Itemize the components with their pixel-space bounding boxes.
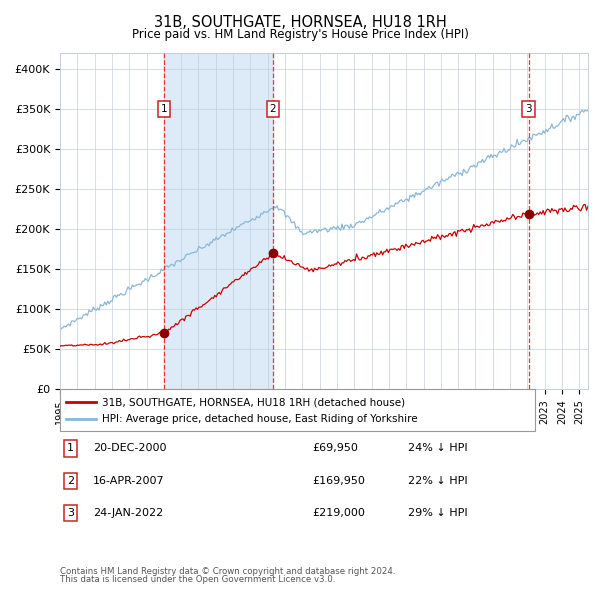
Text: 3: 3	[67, 509, 74, 519]
Text: This data is licensed under the Open Government Licence v3.0.: This data is licensed under the Open Gov…	[60, 575, 335, 584]
Bar	[164, 53, 273, 389]
Text: 1: 1	[67, 444, 74, 454]
Text: £69,950: £69,950	[312, 444, 358, 454]
Text: 2: 2	[67, 476, 74, 486]
Text: Price paid vs. HM Land Registry's House Price Index (HPI): Price paid vs. HM Land Registry's House …	[131, 28, 469, 41]
Text: £169,950: £169,950	[312, 476, 365, 486]
Text: 16-APR-2007: 16-APR-2007	[93, 476, 164, 486]
Text: 31B, SOUTHGATE, HORNSEA, HU18 1RH (detached house): 31B, SOUTHGATE, HORNSEA, HU18 1RH (detac…	[102, 398, 405, 408]
Text: 22% ↓ HPI: 22% ↓ HPI	[408, 476, 467, 486]
Text: 24-JAN-2022: 24-JAN-2022	[93, 509, 163, 519]
Text: 24% ↓ HPI: 24% ↓ HPI	[408, 444, 467, 454]
Text: 20-DEC-2000: 20-DEC-2000	[93, 444, 167, 454]
Text: Contains HM Land Registry data © Crown copyright and database right 2024.: Contains HM Land Registry data © Crown c…	[60, 566, 395, 576]
Text: HPI: Average price, detached house, East Riding of Yorkshire: HPI: Average price, detached house, East…	[102, 414, 418, 424]
Text: 1: 1	[161, 104, 167, 114]
Text: 2: 2	[269, 104, 276, 114]
Text: 29% ↓ HPI: 29% ↓ HPI	[408, 509, 467, 519]
Text: 31B, SOUTHGATE, HORNSEA, HU18 1RH: 31B, SOUTHGATE, HORNSEA, HU18 1RH	[154, 15, 446, 30]
Text: £219,000: £219,000	[312, 509, 365, 519]
Text: 3: 3	[526, 104, 532, 114]
